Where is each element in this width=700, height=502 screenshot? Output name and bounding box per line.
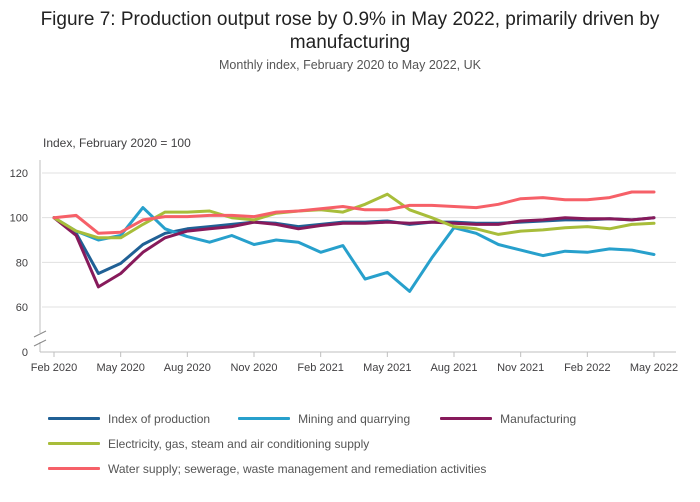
x-tick-label: Aug 2020 <box>164 362 211 374</box>
axis-break-mark <box>33 339 47 347</box>
legend-swatch <box>48 442 100 445</box>
series-line-5 <box>52 190 656 235</box>
y-tick-label: 80 <box>16 257 28 269</box>
x-tick-label: Feb 2020 <box>31 362 77 374</box>
x-tick-label: Nov 2021 <box>497 362 544 374</box>
legend-item: Electricity, gas, steam and air conditio… <box>48 437 369 451</box>
legend-item: Manufacturing <box>440 412 576 426</box>
legend-swatch <box>238 417 291 420</box>
legend-swatch <box>48 467 100 470</box>
x-tick-label: May 2022 <box>630 362 678 374</box>
legend-swatch <box>48 417 100 420</box>
x-tick-label: Nov 2020 <box>230 362 277 374</box>
y-axis-label: Index, February 2020 = 100 <box>43 136 191 150</box>
axis-break-mark <box>33 330 47 338</box>
legend-label: Manufacturing <box>500 411 577 426</box>
x-tick-label: Feb 2022 <box>564 362 610 374</box>
legend-label: Mining and quarrying <box>298 411 411 426</box>
chart-legend: Index of production Mining and quarrying… <box>48 406 688 481</box>
legend-item: Mining and quarrying <box>238 412 410 426</box>
series-line-1 <box>52 216 656 275</box>
legend-label: Index of production <box>108 411 211 426</box>
chart-title: Figure 7: Production output rose by 0.9%… <box>40 9 660 53</box>
series-line-3 <box>52 216 656 289</box>
x-tick-label: May 2021 <box>363 362 411 374</box>
legend-item: Water supply; sewerage, waste management… <box>48 462 486 476</box>
x-tick-label: May 2020 <box>97 362 145 374</box>
y-tick-label: 60 <box>16 302 28 314</box>
chart-subtitle: Monthly index, February 2020 to May 2022… <box>219 58 481 72</box>
x-tick-label: Feb 2021 <box>297 362 343 374</box>
x-tick-label: Aug 2021 <box>430 362 477 374</box>
legend-item: Index of production <box>48 412 210 426</box>
y-tick-label: 120 <box>10 168 28 180</box>
y-tick-label: 100 <box>10 213 28 225</box>
legend-swatch <box>440 417 493 420</box>
y-tick-label: 0 <box>22 347 28 359</box>
legend-label: Water supply; sewerage, waste management… <box>108 461 487 476</box>
legend-label: Electricity, gas, steam and air conditio… <box>108 436 370 451</box>
